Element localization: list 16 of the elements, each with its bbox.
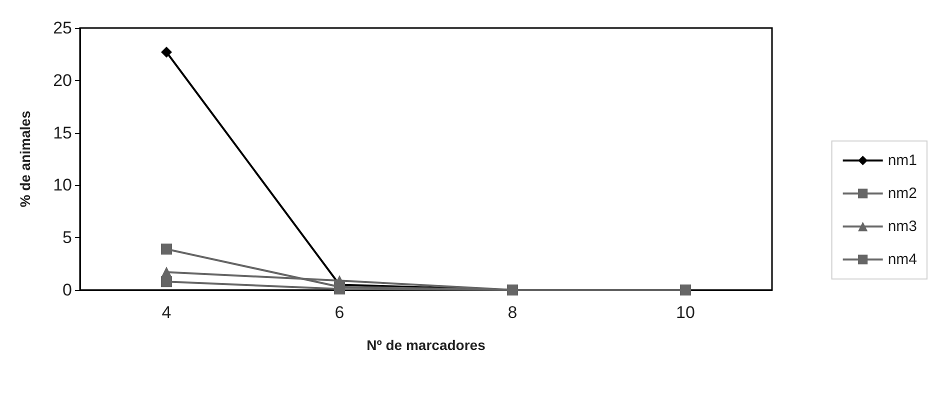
y-tick-label: 25 <box>53 18 72 38</box>
y-tick-label: 5 <box>62 228 72 248</box>
y-tick-label: 0 <box>62 280 72 300</box>
x-tick-label: 10 <box>676 303 695 322</box>
y-tick-label: 20 <box>53 70 72 90</box>
x-tick-label: 8 <box>508 303 518 322</box>
legend-label: nm4 <box>888 251 918 268</box>
x-axis-title: Nº de marcadores <box>366 337 486 353</box>
y-tick-label: 15 <box>53 123 72 142</box>
x-tick-label: 4 <box>162 303 172 322</box>
legend-label: nm3 <box>888 218 918 235</box>
y-axis-title: % de animales <box>17 110 33 208</box>
legend-label: nm1 <box>888 152 918 169</box>
legend-label: nm2 <box>888 185 918 202</box>
y-tick-label: 10 <box>53 176 72 195</box>
x-tick-label: 6 <box>334 303 344 322</box>
